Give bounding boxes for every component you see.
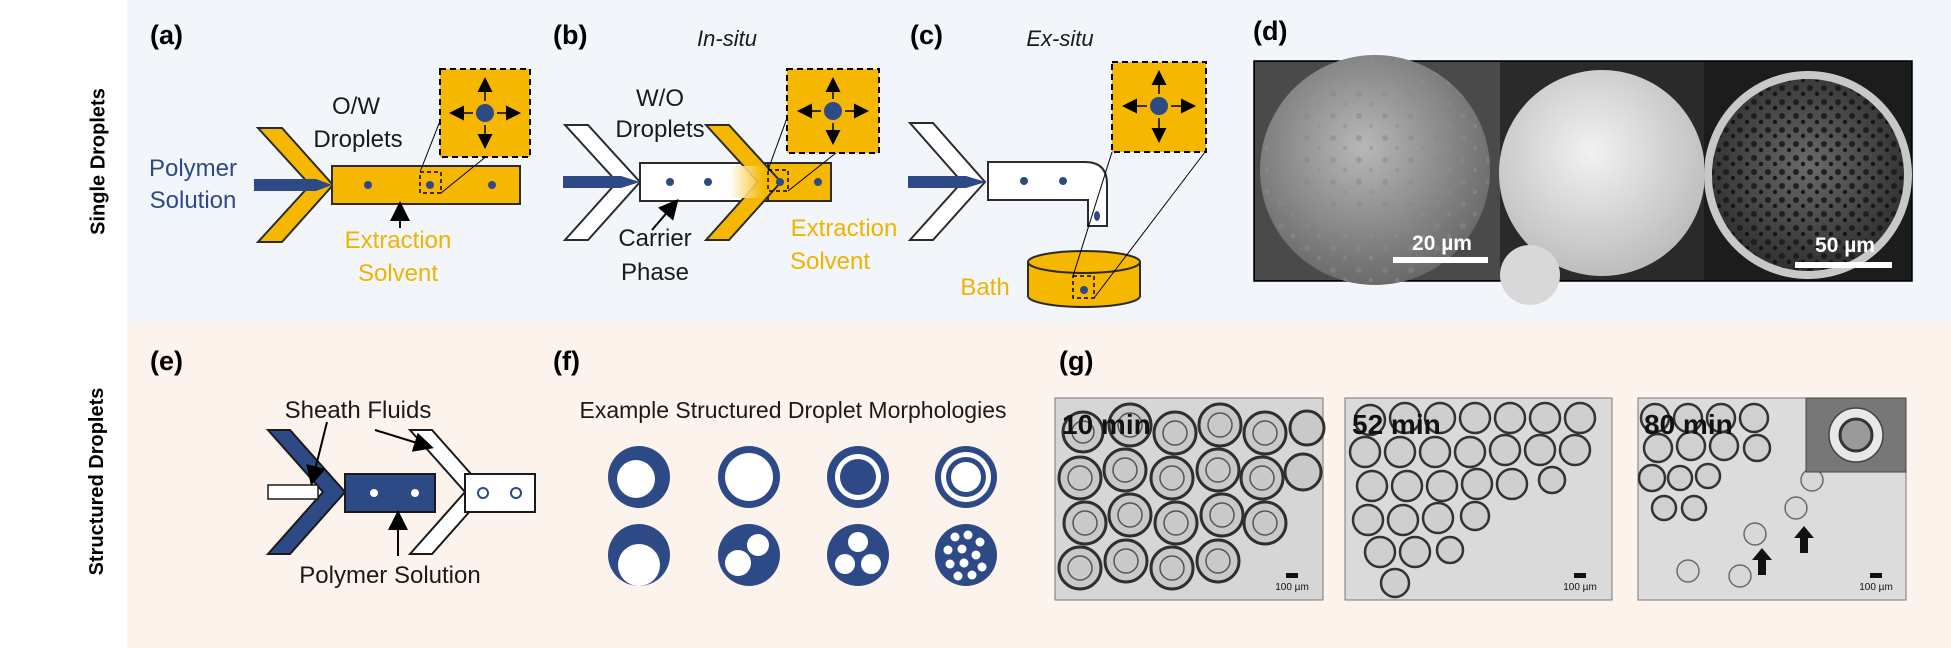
polymer-needle	[908, 176, 966, 188]
panel-d: (d) 20 µm 50 µm	[1253, 16, 1913, 305]
scale-label: 100 µm	[1563, 582, 1597, 593]
droplet	[1020, 177, 1028, 185]
time-label: 80 min	[1644, 409, 1733, 440]
droplets-label-1: W/O	[636, 85, 684, 112]
bent-channel	[987, 161, 1108, 227]
polymer-solution-label-2: Solution	[150, 187, 237, 214]
needle-tip	[316, 179, 332, 191]
scale-label-right: 50 µm	[1815, 234, 1875, 257]
micrograph-52min: 52 min 100 µm	[1344, 397, 1613, 601]
zoom-region	[419, 171, 442, 194]
sem-sphere-porous	[1712, 79, 1904, 271]
zoom-line	[419, 120, 441, 173]
morphology-two-cores	[718, 524, 780, 586]
droplet	[364, 181, 372, 189]
morphology-three-cores	[827, 524, 889, 586]
panel-c-subtitle: Ex-situ	[1026, 26, 1093, 51]
polymer-solution-label: Polymer Solution	[299, 562, 480, 589]
carrier-label-2: Phase	[621, 259, 689, 286]
morphology-multi-shell	[935, 446, 997, 508]
time-label: 52 min	[1352, 409, 1441, 440]
droplet	[704, 178, 712, 186]
panel-g: (g)	[1054, 346, 1907, 601]
bath	[1027, 261, 1141, 308]
micrograph-80min: 80 min 100 µm	[1637, 397, 1907, 601]
extraction-label-1: Extraction	[345, 227, 452, 254]
scale-label: 100 µm	[1275, 582, 1309, 593]
polymer-needle	[254, 179, 316, 191]
extraction-label-1: Extraction	[791, 215, 898, 242]
time-label: 10 min	[1062, 409, 1151, 440]
carrier-label-1: Carrier	[618, 225, 691, 252]
panel-f-label: (f)	[553, 346, 580, 376]
scale-label-left: 20 µm	[1412, 232, 1472, 255]
polymer-channel	[344, 473, 436, 513]
polymer-needle	[563, 176, 621, 188]
droplet	[426, 181, 434, 189]
micrograph-10min: 10 min 100 µm	[1054, 397, 1326, 601]
droplets-label-1: O/W	[332, 93, 380, 120]
sem-sphere-smooth	[1499, 70, 1705, 276]
panel-a-label: (a)	[150, 20, 183, 50]
droplet	[814, 178, 822, 186]
inner-inlet	[267, 484, 319, 500]
extraction-label-2: Solvent	[358, 260, 438, 287]
droplet	[1094, 211, 1100, 221]
sheath-chevron	[265, 429, 347, 555]
droplet	[1059, 177, 1067, 185]
droplets-label-2: Droplets	[313, 126, 402, 153]
droplet	[666, 178, 674, 186]
morphology-many-cores	[935, 524, 997, 586]
panel-c: (c) Ex-situ Bath	[907, 20, 1207, 308]
scale-bar	[1393, 257, 1488, 263]
morphology-janus	[608, 524, 670, 586]
bath-label: Bath	[960, 274, 1009, 301]
panel-g-label: (g)	[1059, 346, 1093, 376]
morphology-double-core	[827, 446, 889, 508]
outlet-channel	[464, 473, 536, 513]
panel-b-subtitle: In-situ	[697, 26, 757, 51]
panel-b-label: (b)	[553, 20, 587, 50]
inset-droplet	[476, 104, 494, 122]
droplet	[488, 181, 496, 189]
droplets-label-2: Droplets	[615, 116, 704, 143]
morphologies-title: Example Structured Droplet Morphologies	[580, 397, 1007, 423]
morphology-core-shell	[608, 446, 670, 508]
sheath-fluids-label: Sheath Fluids	[285, 397, 432, 424]
scale-label: 100 µm	[1859, 582, 1893, 593]
panel-c-label: (c)	[910, 20, 943, 50]
panel-e-label: (e)	[150, 346, 183, 376]
morphology-thin-shell	[718, 446, 780, 508]
panel-e: (e) Sheath Fluids Polymer Solution	[150, 346, 536, 589]
panel-d-label: (d)	[1253, 16, 1287, 46]
droplet	[776, 178, 784, 186]
polymer-solution-label-1: Polymer	[149, 155, 237, 182]
panel-b: (b) In-situ W/O Droplets Carrier Ph	[553, 20, 897, 286]
panel-a: (a) Polymer Solution O/W Droplets Extrac…	[149, 20, 531, 287]
extraction-label-2: Solvent	[790, 248, 870, 275]
panel-f: (f) Example Structured Droplet Morpholog…	[553, 346, 1006, 586]
